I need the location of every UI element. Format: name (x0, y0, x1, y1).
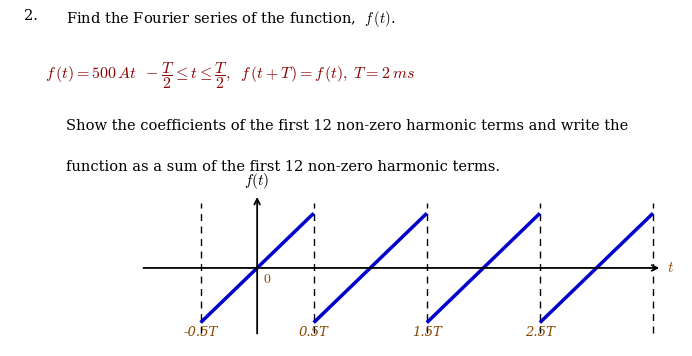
Text: $f\,(t) = 500\,At\;\; -\dfrac{T}{2} \leq t \leq \dfrac{T}{2}$$,\;\; f\,(t+T) = f: $f\,(t) = 500\,At\;\; -\dfrac{T}{2} \leq… (45, 61, 416, 91)
Text: 2.5T: 2.5T (525, 325, 555, 339)
Text: $t$: $t$ (666, 261, 673, 275)
Text: 2.: 2. (24, 9, 38, 23)
Text: function as a sum of the first 12 non-zero harmonic terms.: function as a sum of the first 12 non-ze… (66, 160, 500, 174)
Text: Find the Fourier series of the function,  $f\,(t)$.: Find the Fourier series of the function,… (66, 9, 395, 30)
Text: 0.5T: 0.5T (299, 325, 329, 339)
Text: Show the coefficients of the first 12 non-zero harmonic terms and write the: Show the coefficients of the first 12 no… (66, 119, 628, 133)
Text: -0.5T: -0.5T (183, 325, 218, 339)
Text: 1.5T: 1.5T (412, 325, 441, 339)
Text: $f(t)$: $f(t)$ (244, 171, 270, 192)
Text: $0$: $0$ (263, 272, 271, 286)
